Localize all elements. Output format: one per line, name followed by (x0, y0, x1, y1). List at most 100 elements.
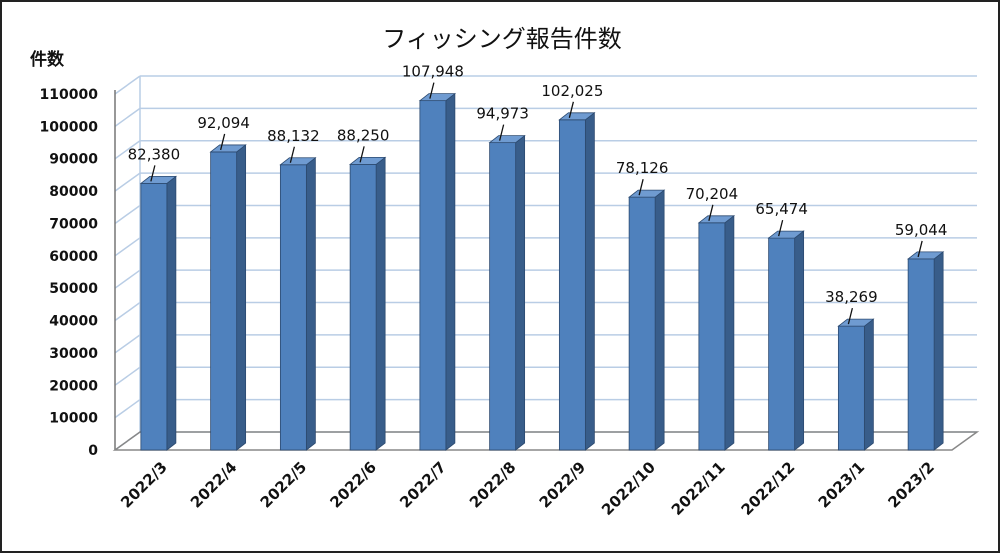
bar-side (584, 111, 595, 451)
y-tick-label: 60000 (49, 249, 98, 265)
bar-front (210, 151, 238, 451)
bar-front (279, 164, 307, 451)
chart-title: フィッシング報告件数 (382, 25, 622, 53)
bar (279, 156, 317, 451)
bar-front (349, 163, 377, 451)
y-axis-label: 件数 (30, 49, 65, 70)
bar-top (418, 93, 457, 102)
y-tick-label: 70000 (49, 216, 98, 232)
gridline-side (114, 269, 141, 289)
data-label: 59,044 (895, 221, 948, 239)
data-label-leader (917, 240, 923, 258)
y-tick-label: 40000 (49, 314, 98, 330)
data-label-leader (708, 204, 714, 221)
x-tick-label: 2022/10 (598, 458, 659, 519)
data-label: 88,250 (337, 126, 390, 144)
data-label: 70,204 (686, 185, 739, 203)
gridline-side (114, 237, 141, 257)
gridline-side (114, 107, 141, 127)
gridlines (114, 75, 977, 451)
y-tick-label: 80000 (49, 184, 98, 200)
bar-top (488, 135, 526, 144)
bar (558, 111, 596, 451)
bar-front (558, 119, 586, 451)
bar-front (489, 142, 517, 451)
bar-top (837, 318, 875, 327)
bar (348, 156, 387, 451)
gridline-side (114, 301, 141, 322)
bar (906, 251, 945, 451)
bar (418, 92, 457, 451)
data-label: 88,132 (267, 127, 320, 145)
data-label-leader (638, 178, 644, 196)
bar-top (767, 230, 805, 239)
data-label-leader (359, 146, 365, 163)
bar-side (933, 251, 944, 451)
y-tick-label: 0 (88, 443, 98, 459)
bar-front (837, 325, 865, 451)
bar (488, 134, 526, 451)
bar-top (279, 157, 317, 166)
data-label: 107,948 (402, 63, 464, 81)
bar-side (166, 175, 177, 451)
data-label-leader (847, 307, 854, 325)
bar (209, 144, 247, 451)
x-tick-label: 2022/11 (668, 458, 729, 519)
data-label-leader (777, 219, 784, 237)
y-tick-label: 50000 (49, 281, 98, 297)
gridline-side (114, 366, 141, 386)
bar-front (140, 182, 168, 451)
gridline-side (114, 140, 141, 160)
data-label: 78,126 (616, 159, 669, 177)
data-label-leader (568, 101, 575, 118)
bar (139, 175, 178, 451)
y-tick-label: 10000 (49, 411, 98, 427)
bar-side (515, 134, 526, 451)
gridline-side (114, 75, 141, 95)
bar-side (375, 156, 386, 451)
data-labels: 82,380 92,094 88,132 88,250 107,948 94,973 102… (128, 63, 948, 325)
x-tick-label: 2022/7 (396, 458, 450, 512)
x-tick-label: 2022/4 (187, 458, 241, 512)
y-tick-label: 90000 (49, 152, 98, 168)
x-tick-labels: 2022/3 2022/4 2022/5 2022/6 2022/7 2022/8 2022… (117, 458, 938, 519)
bar-front (419, 100, 447, 451)
bar-top (697, 215, 736, 224)
y-tick-label: 20000 (49, 378, 98, 394)
bar-top (139, 175, 178, 184)
x-tick-label: 2022/12 (738, 458, 799, 519)
bar-top (209, 144, 247, 153)
bar-side (863, 318, 874, 451)
data-label: 82,380 (128, 145, 181, 163)
data-label-leader (219, 133, 226, 151)
axes (112, 76, 980, 451)
bar-top (558, 112, 596, 121)
bar-front (768, 237, 796, 451)
data-label: 92,094 (197, 114, 250, 132)
y-tick-label: 100000 (40, 119, 99, 135)
data-label-leader (289, 146, 296, 163)
y-tick-label: 30000 (49, 346, 98, 362)
bar-side (724, 214, 735, 451)
gridline-side (114, 204, 141, 225)
bar-front (698, 222, 726, 451)
bar-front (628, 196, 656, 451)
bar-top (627, 189, 666, 198)
data-label-leader (429, 82, 435, 99)
data-label: 65,474 (755, 200, 808, 218)
data-label-leader (150, 165, 156, 182)
x-tick-label: 2023/1 (815, 458, 869, 512)
bar-front (907, 258, 935, 451)
x-tick-label: 2022/9 (536, 458, 590, 512)
bar (767, 230, 805, 451)
data-label: 94,973 (476, 105, 529, 123)
bar-side (654, 189, 665, 451)
bar-side (445, 92, 456, 451)
x-tick-label: 2022/6 (326, 458, 380, 512)
bar (627, 189, 666, 451)
x-tick-label: 2022/8 (466, 458, 520, 512)
bar (837, 318, 875, 451)
x-tick-label: 2023/2 (884, 458, 938, 512)
